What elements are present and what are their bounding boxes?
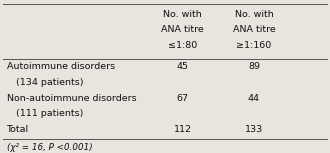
Text: Autoimmune disorders: Autoimmune disorders: [7, 62, 115, 71]
Text: 67: 67: [177, 94, 189, 103]
Text: ANA titre: ANA titre: [161, 25, 204, 34]
Text: ANA titre: ANA titre: [233, 25, 275, 34]
Text: (χ² = 16, P <0.001): (χ² = 16, P <0.001): [7, 143, 92, 152]
Text: (134 patients): (134 patients): [7, 78, 83, 87]
Text: 133: 133: [245, 125, 263, 134]
Text: ≤1:80: ≤1:80: [168, 41, 197, 50]
Text: 44: 44: [248, 94, 260, 103]
Text: 112: 112: [174, 125, 192, 134]
Text: (111 patients): (111 patients): [7, 110, 83, 118]
Text: 89: 89: [248, 62, 260, 71]
Text: 45: 45: [177, 62, 189, 71]
Text: ≥1:160: ≥1:160: [236, 41, 272, 50]
Text: Non-autoimmune disorders: Non-autoimmune disorders: [7, 94, 136, 103]
Text: Total: Total: [7, 125, 29, 134]
Text: No. with: No. with: [235, 10, 273, 19]
Text: No. with: No. with: [163, 10, 202, 19]
